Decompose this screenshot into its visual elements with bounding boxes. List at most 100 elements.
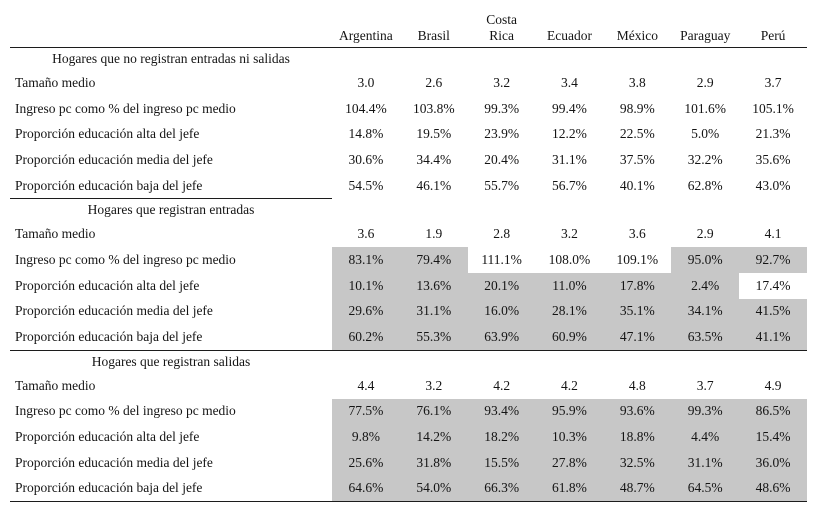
value-cell: 47.1%	[603, 324, 672, 350]
value-cell: 41.5%	[739, 298, 807, 325]
value-cell: 54.0%	[399, 475, 468, 502]
column-header: Ecuador	[547, 27, 592, 43]
column-header: Perú	[760, 27, 786, 43]
table-row: Tamaño medio 3.6 1.9 2.8 3.2 3.6 2.9 4.1	[10, 221, 807, 247]
value-cell: 3.2	[561, 226, 578, 242]
value-cell: 46.1%	[416, 177, 452, 193]
value-cell: 99.3%	[484, 100, 520, 116]
value-cell: 2.6	[425, 74, 443, 90]
value-cell: 12.2%	[552, 126, 587, 142]
value-cell: 2.9	[696, 226, 714, 242]
value-cell: 35.6%	[755, 151, 791, 167]
value-cell: 4.4	[357, 377, 375, 393]
value-cell: 19.5%	[416, 126, 452, 142]
table-row: Proporción educación alta del jefe 10.1% 1…	[10, 272, 807, 299]
value-cell: 17.8%	[603, 272, 672, 299]
column-header: Brasil	[417, 27, 450, 43]
row-label: Proporción educación baja del jefe	[15, 177, 203, 193]
value-cell: 14.2%	[399, 424, 468, 450]
value-cell: 95.0%	[671, 247, 740, 273]
table-row: Proporción educación baja del jefe 54.5% 4…	[10, 173, 807, 199]
column-header: Costa Rica	[486, 11, 518, 43]
value-cell: 76.1%	[399, 398, 468, 425]
row-label: Tamaño medio	[15, 377, 96, 393]
row-label: Proporción educación media del jefe	[15, 454, 213, 470]
value-cell: 3.7	[696, 377, 714, 393]
table-header-row: Argentina Brasil Costa Rica Ecuador México Pa…	[10, 0, 807, 47]
value-cell: 93.4%	[467, 398, 536, 425]
value-cell: 14.8%	[348, 126, 384, 142]
value-cell: 86.5%	[739, 398, 807, 425]
value-cell: 54.5%	[348, 177, 384, 193]
value-cell: 30.6%	[348, 151, 384, 167]
value-cell: 43.0%	[755, 177, 791, 193]
value-cell: 99.3%	[671, 398, 740, 425]
value-cell: 64.5%	[671, 475, 740, 502]
value-cell: 15.5%	[467, 449, 536, 476]
value-cell: 111.1%	[481, 251, 522, 267]
value-cell: 92.7%	[739, 247, 807, 273]
value-cell: 79.4%	[399, 247, 468, 273]
value-cell: 93.6%	[603, 398, 672, 425]
value-cell: 17.4%	[755, 277, 791, 293]
value-cell: 2.4%	[671, 272, 740, 299]
value-cell: 61.8%	[535, 475, 604, 502]
value-cell: 98.9%	[619, 100, 655, 116]
value-cell: 55.3%	[399, 324, 468, 350]
value-cell: 2.9	[696, 74, 714, 90]
row-label: Proporción educación alta del jefe	[15, 429, 200, 445]
section-title: Hogares que registran salidas	[91, 353, 251, 369]
value-cell: 36.0%	[739, 449, 807, 476]
value-cell: 40.1%	[619, 177, 655, 193]
value-cell: 3.2	[493, 74, 511, 90]
value-cell: 21.3%	[755, 126, 791, 142]
value-cell: 60.2%	[332, 324, 400, 350]
value-cell: 95.9%	[535, 398, 604, 425]
table-row: Ingreso pc como % del ingreso pc medio 10…	[10, 96, 807, 122]
value-cell: 25.6%	[332, 449, 400, 476]
value-cell: 31.1%	[399, 298, 468, 325]
section-title: Hogares que no registran entradas ni sal…	[52, 51, 290, 66]
value-cell: 3.8	[628, 74, 646, 90]
table-row: Proporción educación baja del jefe 60.2% 5…	[10, 324, 807, 350]
row-label: Proporción educación baja del jefe	[15, 329, 203, 345]
row-label: Ingreso pc como % del ingreso pc medio	[15, 403, 236, 419]
value-cell: 37.5%	[619, 151, 655, 167]
value-cell: 31.8%	[399, 449, 468, 476]
value-cell: 4.9	[764, 377, 782, 393]
table-row: Tamaño medio 3.0 2.6 3.2 3.4 3.8 2.9 3.7	[10, 70, 807, 96]
row-label: Ingreso pc como % del ingreso pc medio	[15, 100, 236, 116]
value-cell: 27.8%	[535, 449, 604, 476]
value-cell: 56.7%	[552, 177, 587, 193]
value-cell: 16.0%	[467, 298, 536, 325]
value-cell: 77.5%	[332, 398, 400, 425]
table-row: Proporción educación alta del jefe 14.8% 1…	[10, 121, 807, 147]
value-cell: 32.2%	[687, 151, 723, 167]
value-cell: 22.5%	[619, 126, 655, 142]
value-cell: 2.8	[493, 226, 511, 242]
statistics-table: Argentina Brasil Costa Rica Ecuador México Pa…	[10, 0, 807, 503]
column-header: Argentina	[339, 27, 393, 43]
section-title: Hogares que registran entradas	[87, 202, 255, 218]
value-cell: 4.1	[764, 226, 782, 242]
value-cell: 105.1%	[752, 100, 794, 116]
value-cell: 31.1%	[671, 449, 740, 476]
value-cell: 3.4	[561, 74, 578, 90]
value-cell: 13.6%	[399, 272, 468, 299]
value-cell: 109.1%	[616, 251, 659, 267]
value-cell: 3.6	[357, 226, 375, 242]
value-cell: 29.6%	[332, 298, 400, 325]
table-row: Proporción educación media del jefe 25.6%…	[10, 449, 807, 476]
row-label: Proporción educación alta del jefe	[15, 126, 200, 142]
row-label: Proporción educación baja del jefe	[15, 480, 203, 496]
table-row: Proporción educación alta del jefe 9.8% 14…	[10, 424, 807, 450]
value-cell: 15.4%	[739, 424, 807, 450]
header-rule	[10, 47, 807, 48]
value-cell: 9.8%	[332, 424, 400, 450]
value-cell: 55.7%	[484, 177, 520, 193]
value-cell: 41.1%	[739, 324, 807, 350]
table-row: Ingreso pc como % del ingreso pc medio 83…	[10, 247, 807, 273]
value-cell: 63.9%	[467, 324, 536, 350]
table-row: Tamaño medio 4.4 3.2 4.2 4.2 4.8 3.7 4.9	[10, 373, 807, 399]
value-cell: 11.0%	[535, 272, 604, 299]
